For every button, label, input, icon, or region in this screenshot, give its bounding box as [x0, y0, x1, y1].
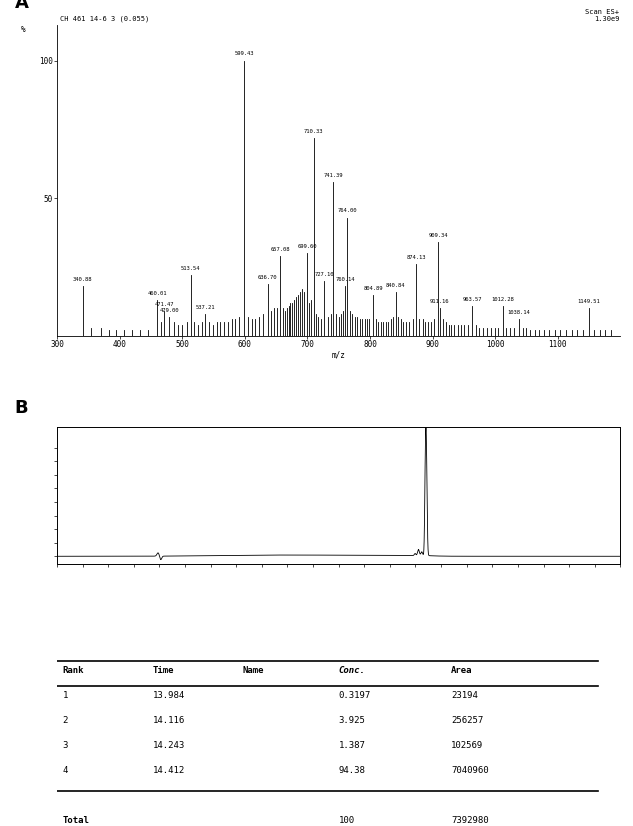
Text: Area: Area	[451, 666, 473, 675]
Text: 699.60: 699.60	[298, 244, 317, 249]
Text: 804.89: 804.89	[363, 286, 383, 291]
Text: 14.243: 14.243	[153, 741, 185, 750]
Text: Conc.: Conc.	[339, 666, 365, 675]
Text: 0.3197: 0.3197	[339, 691, 371, 700]
Text: B: B	[15, 398, 28, 416]
Text: Rank: Rank	[63, 666, 84, 675]
Text: 7392980: 7392980	[451, 816, 489, 825]
Text: 7040960: 7040960	[451, 766, 489, 775]
Text: 14.412: 14.412	[153, 766, 185, 775]
Text: 636.70: 636.70	[258, 274, 277, 279]
Text: 657.08: 657.08	[271, 247, 291, 252]
Text: 513.54: 513.54	[181, 266, 201, 271]
Text: Total: Total	[63, 816, 89, 825]
Text: 479.00: 479.00	[160, 307, 179, 312]
Text: 537.21: 537.21	[196, 305, 215, 310]
Text: 256257: 256257	[451, 716, 484, 724]
Text: CH 461 14-6 3 (0.055): CH 461 14-6 3 (0.055)	[60, 15, 149, 21]
Text: A: A	[15, 0, 28, 12]
Text: 911.16: 911.16	[430, 299, 449, 304]
Text: 1: 1	[63, 691, 68, 700]
Text: 599.43: 599.43	[235, 51, 254, 56]
Text: 909.34: 909.34	[429, 233, 448, 238]
Text: 23194: 23194	[451, 691, 478, 700]
Text: 100: 100	[339, 816, 354, 825]
Text: 460.01: 460.01	[147, 291, 167, 296]
Text: 340.88: 340.88	[73, 278, 92, 282]
Text: 14.116: 14.116	[153, 716, 185, 724]
Text: 94.38: 94.38	[339, 766, 365, 775]
Text: 1.387: 1.387	[339, 741, 365, 750]
Text: 710.33: 710.33	[304, 129, 323, 134]
Text: 1038.14: 1038.14	[508, 311, 530, 316]
Text: %: %	[22, 25, 26, 34]
Text: 1012.28: 1012.28	[491, 297, 514, 301]
Text: Scan ES+
1.30e9: Scan ES+ 1.30e9	[586, 8, 619, 21]
Text: 874.13: 874.13	[406, 255, 426, 260]
Text: 760.14: 760.14	[335, 278, 354, 282]
Text: 13.984: 13.984	[153, 691, 185, 700]
Text: 2: 2	[63, 716, 68, 724]
Text: 963.57: 963.57	[463, 297, 482, 301]
Text: 471.47: 471.47	[154, 302, 174, 307]
Text: 4: 4	[63, 766, 68, 775]
Text: 741.39: 741.39	[323, 173, 343, 178]
Text: 764.00: 764.00	[337, 208, 357, 213]
Text: 840.84: 840.84	[385, 282, 405, 287]
Text: 727.10: 727.10	[315, 272, 334, 277]
Text: Name: Name	[243, 666, 265, 675]
Text: 102569: 102569	[451, 741, 484, 750]
Text: Time: Time	[153, 666, 174, 675]
Text: 3.925: 3.925	[339, 716, 365, 724]
Text: 1149.51: 1149.51	[577, 299, 600, 304]
X-axis label: m/z: m/z	[332, 350, 346, 359]
Text: 3: 3	[63, 741, 68, 750]
